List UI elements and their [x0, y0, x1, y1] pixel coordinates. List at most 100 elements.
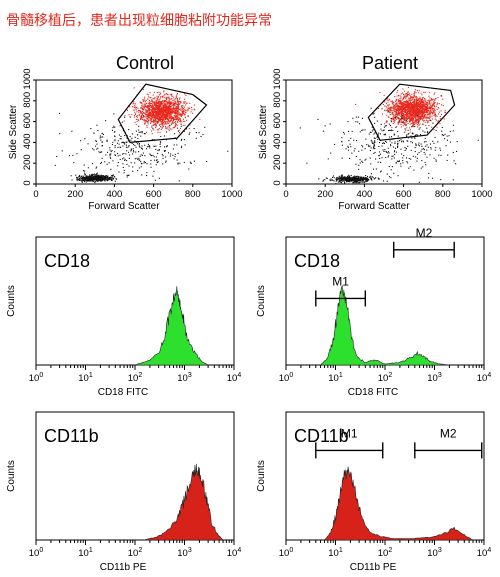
scatter-point-granulocytes [176, 100, 178, 102]
scatter-point-granulocytes [420, 114, 422, 116]
y-axis-label: Counts [256, 285, 267, 317]
scatter-point-granulocytes [420, 107, 422, 109]
scatter-point-granulocytes [389, 108, 391, 110]
scatter-point-lymphocytes [92, 176, 94, 178]
scatter-point-background [415, 143, 417, 145]
scatter-point-background [407, 162, 409, 164]
scatter-point-granulocytes [161, 101, 163, 103]
scatter-point-granulocytes [384, 105, 386, 107]
scatter-point-granulocytes [176, 115, 178, 117]
scatter-point-granulocytes [409, 100, 411, 102]
scatter-point-granulocytes [154, 110, 156, 112]
scatter-point-granulocytes [423, 108, 425, 110]
scatter-point-granulocytes [157, 112, 159, 114]
scatter-point-granulocytes [142, 107, 144, 109]
scatter-point-background [146, 175, 148, 177]
scatter-point-lymphocytes [112, 178, 114, 180]
scatter-point-granulocytes [189, 107, 191, 109]
scatter-point-background [386, 141, 388, 143]
scatter-point-lymphocytes [84, 177, 86, 179]
scatter-point-background [172, 148, 174, 150]
scatter-point-background [126, 142, 128, 144]
scatter-point-background [160, 135, 162, 137]
scatter-point-background [374, 137, 376, 139]
scatter-point-granulocytes [159, 110, 161, 112]
scatter-point-granulocytes [175, 121, 177, 123]
scatter-point-background [418, 181, 420, 183]
y-tick-label: 800 [22, 92, 33, 108]
scatter-point-lymphocytes [359, 178, 361, 180]
scatter-point-granulocytes [145, 106, 147, 108]
scatter-point-granulocytes [140, 110, 142, 112]
scatter-point-granulocytes [164, 93, 166, 95]
scatter-point-granulocytes [398, 111, 400, 113]
scatter-point-granulocytes [396, 107, 398, 109]
scatter-point-lymphocytes [335, 178, 337, 180]
scatter-point-background [124, 158, 126, 160]
scatter-point-granulocytes [157, 113, 159, 115]
scatter-point-lymphocytes [325, 177, 327, 179]
scatter-point-granulocytes [401, 102, 403, 104]
scatter-point-background [102, 136, 104, 138]
scatter-point-lymphocytes [342, 175, 344, 177]
scatter-point-lymphocytes [93, 177, 95, 179]
scatter-point-granulocytes [423, 104, 425, 106]
scatter-point-granulocytes [164, 121, 166, 123]
scatter-point-granulocytes [411, 93, 413, 95]
scatter-point-granulocytes [155, 119, 157, 121]
scatter-point-background [390, 169, 392, 171]
scatter-point-granulocytes [150, 111, 152, 113]
scatter-point-lymphocytes [109, 176, 111, 178]
scatter-point-lymphocytes [88, 180, 90, 182]
scatter-point-granulocytes [147, 105, 149, 107]
scatter-point-background [176, 159, 178, 161]
scatter-point-granulocytes [409, 115, 411, 117]
scatter-point-background [440, 154, 442, 156]
scatter-point-granulocytes [173, 104, 175, 106]
scatter-point-background [128, 165, 130, 167]
scatter-point-granulocytes [432, 118, 434, 120]
scatter-point-background [374, 132, 376, 134]
scatter-point-granulocytes [171, 118, 173, 120]
scatter-point-granulocytes [386, 99, 388, 101]
scatter-point-granulocytes [177, 103, 179, 105]
scatter-point-granulocytes [403, 106, 405, 108]
scatter-point-background [109, 153, 111, 155]
scatter-point-granulocytes [167, 106, 169, 108]
scatter-point-background [108, 162, 110, 164]
scatter-point-granulocytes [418, 98, 420, 100]
scatter-point-granulocytes [184, 111, 186, 113]
scatter-point-background [155, 145, 157, 147]
scatter-point-granulocytes [415, 122, 417, 124]
scatter-point-background [446, 139, 448, 141]
scatter-point-background [348, 140, 350, 142]
scatter-point-granulocytes [148, 100, 150, 102]
scatter-point-granulocytes [419, 102, 421, 104]
scatter-point-lymphocytes [95, 173, 97, 175]
scatter-point-background [440, 179, 442, 181]
scatter-point-granulocytes [170, 117, 172, 119]
scatter-point-granulocytes [404, 117, 406, 119]
scatter-point-granulocytes [423, 111, 425, 113]
scatter-point-granulocytes [171, 117, 173, 119]
scatter-point-lymphocytes [85, 180, 87, 182]
scatter-point-granulocytes [162, 114, 164, 116]
scatter-point-lymphocytes [362, 178, 364, 180]
scatter-point-granulocytes [394, 111, 396, 113]
scatter-point-granulocytes [420, 92, 422, 94]
scatter-point-granulocytes [176, 117, 178, 119]
scatter-point-granulocytes [184, 101, 186, 103]
scatter-point-granulocytes [177, 109, 179, 111]
scatter-point-granulocytes [418, 114, 420, 116]
scatter-point-granulocytes [415, 92, 417, 94]
scatter-point-granulocytes [182, 120, 184, 122]
scatter-point-lymphocytes [102, 178, 104, 180]
scatter-point-lymphocytes [103, 175, 105, 177]
scatter-point-granulocytes [401, 114, 403, 116]
scatter-point-granulocytes [165, 93, 167, 95]
scatter-point-background [374, 116, 376, 118]
scatter-point-granulocytes [400, 101, 402, 103]
scatter-point-granulocytes [396, 113, 398, 115]
scatter-point-granulocytes [171, 104, 173, 106]
scatter-point-background [141, 145, 143, 147]
